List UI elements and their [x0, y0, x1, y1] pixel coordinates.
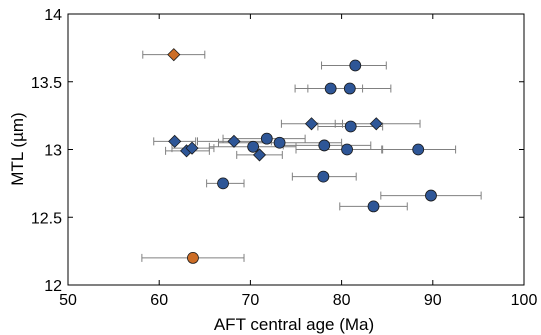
data-point-circle [318, 139, 331, 152]
y-tick-label: 12.5 [31, 210, 62, 227]
data-point-circle [317, 170, 330, 183]
data-point-circle [425, 189, 437, 202]
axis-ticks: 50 60 70 80 90 100 12 12.5 13 13.5 14 [31, 7, 538, 309]
x-tick-label: 100 [511, 292, 538, 309]
x-axis-label: AFT central age (Ma) [214, 315, 374, 334]
data-point-circle [187, 251, 199, 264]
data-point-diamond [369, 117, 383, 131]
data-point-diamond [304, 117, 319, 131]
y-tick-label: 14 [44, 7, 62, 24]
data-point-circle [247, 140, 260, 153]
data-point-diamond [252, 148, 267, 162]
error-bar [295, 145, 384, 154]
data-point-diamond [227, 134, 241, 148]
y-axis-label: MTL (µm) [8, 112, 27, 185]
data-point-circle [217, 177, 229, 190]
plot-area [141, 48, 482, 264]
data-point-diamond [168, 134, 182, 148]
data-point-circle [273, 136, 286, 149]
data-point-circle [260, 132, 273, 145]
data-point-diamond [167, 48, 181, 62]
data-point-circle [349, 59, 362, 72]
x-tick-label: 80 [333, 292, 351, 309]
y-tick-label: 13.5 [31, 75, 62, 92]
data-point-circle [341, 143, 353, 156]
data-point-circle [367, 200, 380, 213]
y-tick-label: 12 [44, 278, 62, 295]
data-point-circle [343, 82, 356, 95]
data-point-circle [344, 120, 357, 133]
y-tick-label: 13 [44, 143, 62, 160]
x-tick-label: 70 [242, 292, 260, 309]
data-point-diamond [185, 141, 199, 155]
x-tick-label: 50 [59, 292, 77, 309]
x-tick-label: 90 [424, 292, 442, 309]
x-tick-label: 60 [150, 292, 168, 309]
data-point-circle [412, 143, 425, 156]
data-point-circle [324, 82, 337, 95]
